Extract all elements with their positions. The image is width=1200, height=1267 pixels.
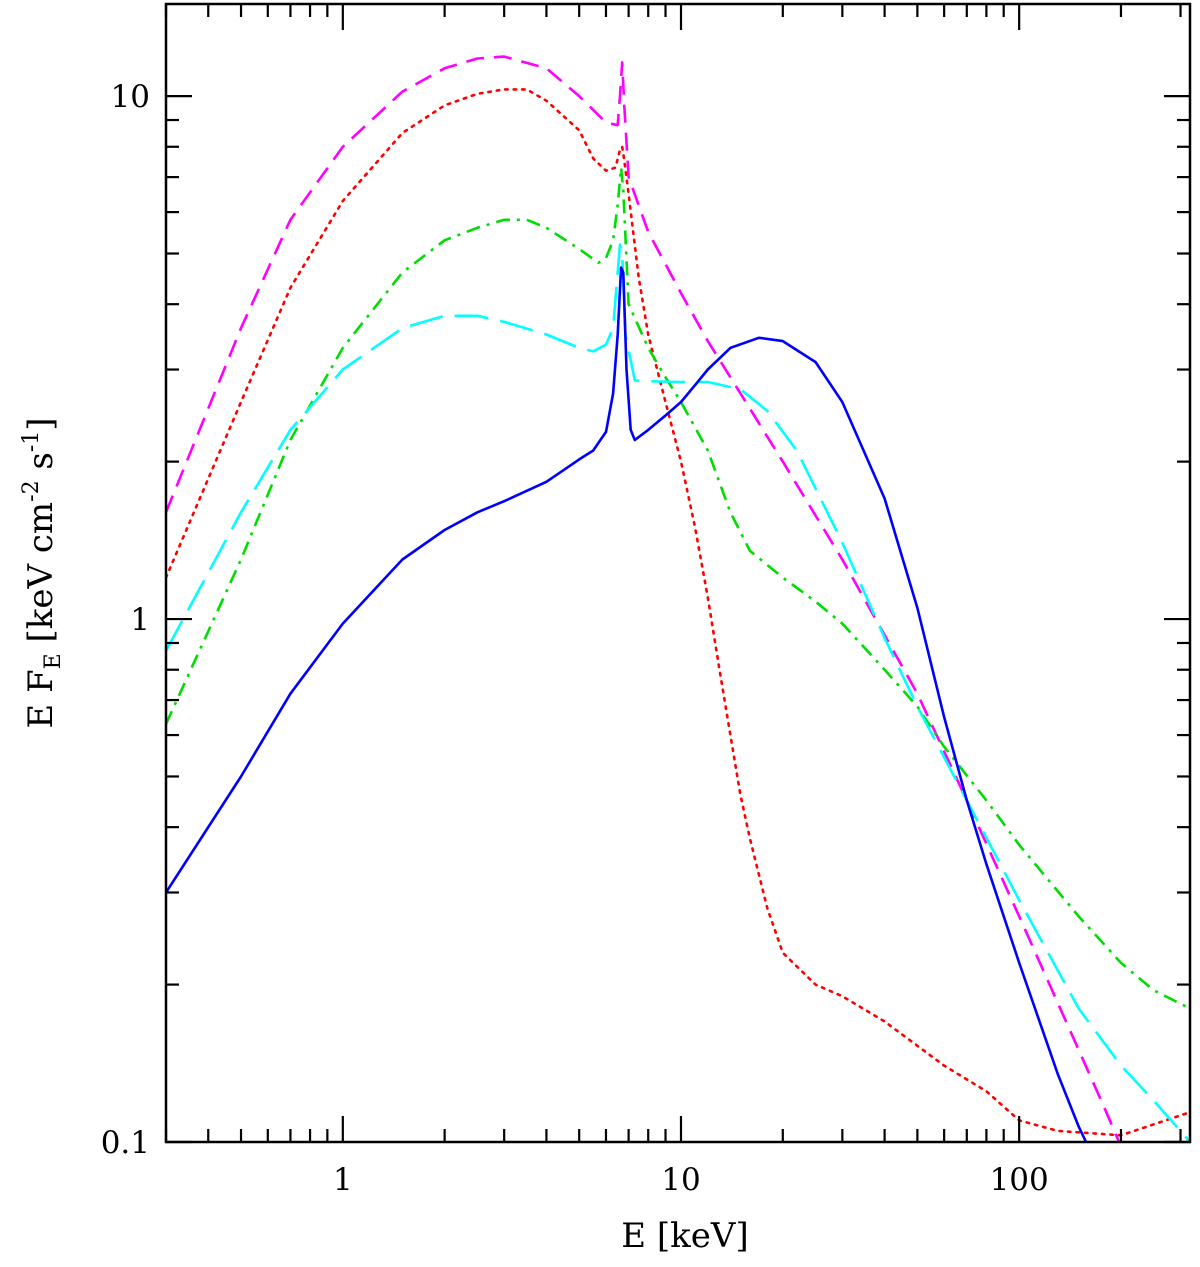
- series-line-1: [166, 55, 1121, 1142]
- series-line-2: [166, 88, 1190, 1137]
- y-tick-label: 1: [130, 602, 150, 638]
- x-tick-label: 10: [661, 1162, 700, 1198]
- x-axis-label: E [keV]: [621, 1216, 748, 1256]
- series-line-4: [166, 243, 1190, 1142]
- axis-ticks: [164, 4, 1190, 1144]
- tick-labels: 1 10 100 0.1 1 10: [101, 79, 1049, 1198]
- series-line-3: [166, 166, 1190, 1010]
- y-axis-label: E FE [keV cm-2 s-1]: [19, 417, 66, 728]
- series-layer: [166, 55, 1190, 1142]
- y-tick-label: 10: [111, 79, 150, 115]
- x-tick-label: 1: [333, 1162, 353, 1198]
- y-tick-label: 0.1: [101, 1125, 150, 1161]
- series-line-5: [166, 266, 1088, 1142]
- x-tick-label: 100: [990, 1162, 1049, 1198]
- plot-frame: [164, 2, 1192, 1144]
